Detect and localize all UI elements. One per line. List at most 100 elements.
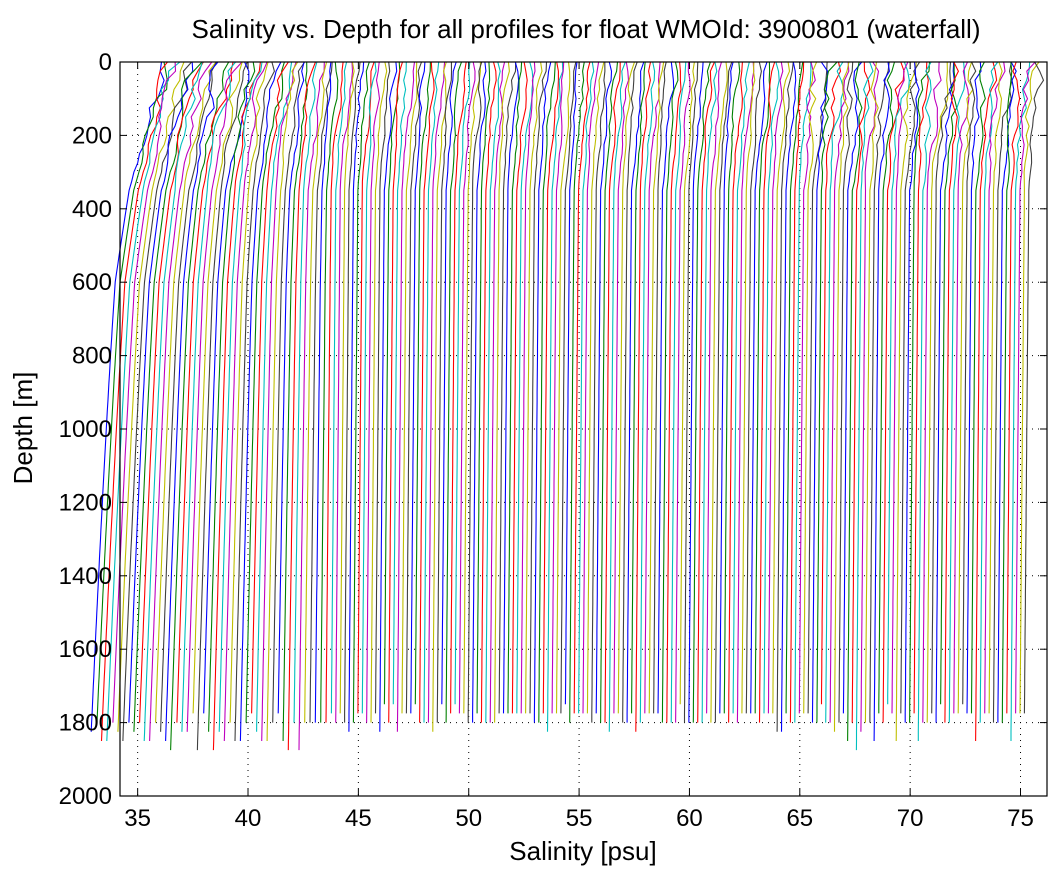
profile-line-76 (463, 62, 481, 714)
profile-line-74 (454, 61, 471, 705)
profile-line-138 (736, 61, 755, 723)
profile-line-174 (895, 61, 917, 742)
profile-line-126 (683, 61, 699, 723)
x-axis: 35 40 45 50 55 60 65 70 75 (124, 62, 1034, 832)
profile-line-171 (882, 61, 905, 723)
profile-line-168 (869, 61, 890, 723)
profile-line-136 (728, 61, 743, 723)
profile-line-16 (170, 61, 230, 751)
profile-line-106 (595, 61, 613, 714)
profile-line-163 (847, 61, 863, 742)
profile-line-90 (525, 61, 543, 714)
profile-line-103 (582, 61, 600, 714)
profile-line-124 (675, 61, 691, 723)
profile-line-114 (631, 61, 646, 714)
profile-line-33 (261, 61, 297, 742)
y-tick-label: 600 (72, 269, 112, 296)
profile-line-153 (803, 61, 818, 714)
profile-line-93 (538, 61, 556, 723)
profile-line-29 (239, 61, 282, 742)
profile-line-45 (325, 61, 344, 723)
profile-line-19 (186, 61, 243, 732)
profile-line-86 (507, 61, 523, 714)
profile-line-189 (962, 61, 977, 705)
y-tick-label: 200 (72, 122, 112, 149)
profile-line-162 (842, 61, 863, 714)
profile-line-5 (112, 61, 177, 723)
profile-line-79 (476, 61, 491, 714)
profile-line-141 (750, 61, 768, 714)
profile-lines (90, 61, 1045, 751)
profile-line-144 (763, 61, 780, 714)
profile-line-65 (414, 61, 431, 705)
profile-line-20 (192, 61, 243, 714)
profile-line-6 (117, 61, 185, 732)
profile-line-160 (833, 61, 850, 732)
profile-line-192 (975, 61, 998, 742)
profile-line-2 (96, 61, 168, 723)
profile-line-17 (176, 61, 234, 723)
y-tick-label: 400 (72, 196, 112, 223)
profile-line-52 (357, 61, 375, 714)
profile-line-150 (789, 61, 805, 723)
profile-line-24 (212, 61, 261, 751)
profile-line-63 (405, 61, 423, 714)
profile-line-60 (392, 61, 407, 705)
profile-line-115 (635, 61, 652, 732)
y-tick-label: 0 (99, 49, 112, 76)
profile-line-57 (379, 61, 398, 732)
profile-line-3 (100, 61, 168, 742)
y-tick-label: 1600 (59, 636, 112, 663)
profile-line-111 (617, 61, 636, 714)
profile-line-172 (887, 61, 910, 705)
profile-line-178 (913, 61, 929, 714)
profile-line-91 (529, 61, 548, 714)
x-tick-label: 35 (124, 805, 151, 832)
profile-line-28 (234, 61, 275, 742)
profile-line-62 (401, 61, 418, 714)
profile-line-107 (600, 61, 619, 723)
profile-line-131 (706, 61, 723, 714)
profile-line-67 (423, 61, 440, 723)
profile-line-181 (926, 61, 949, 723)
profile-line-66 (419, 61, 435, 723)
y-tick-label: 1800 (59, 710, 112, 737)
profile-line-25 (218, 61, 263, 732)
profile-line-120 (657, 61, 675, 714)
profile-line-157 (820, 61, 842, 705)
profile-line-202 (1019, 61, 1040, 714)
profile-line-156 (816, 61, 838, 723)
profile-line-55 (370, 61, 388, 723)
profile-line-199 (1006, 61, 1021, 714)
profile-line-201 (1015, 61, 1036, 714)
profile-line-71 (441, 61, 457, 705)
profile-line-31 (251, 61, 289, 714)
y-axis-label: Depth [m] (8, 372, 38, 485)
profile-line-98 (560, 61, 577, 714)
profile-line-100 (569, 61, 585, 723)
profile-line-182 (931, 61, 953, 714)
profile-line-198 (1001, 61, 1013, 723)
profile-line-148 (780, 61, 797, 732)
profile-line-12 (149, 61, 213, 742)
profile-line-8 (128, 61, 194, 723)
profile-line-75 (458, 61, 476, 714)
profile-line-108 (604, 61, 621, 723)
profile-line-132 (710, 61, 728, 723)
profile-line-84 (498, 61, 517, 714)
y-tick-label: 1400 (59, 563, 112, 590)
profile-line-96 (551, 61, 565, 714)
profile-line-196 (992, 61, 1013, 723)
profile-line-15 (165, 61, 219, 742)
profile-line-149 (785, 61, 804, 714)
profile-line-135 (723, 61, 741, 714)
profile-line-159 (829, 61, 850, 723)
profile-line-170 (878, 61, 896, 714)
profile-line-200 (1010, 61, 1031, 741)
profile-line-130 (701, 61, 718, 723)
profile-line-78 (472, 61, 487, 723)
profile-line-41 (304, 61, 328, 723)
profile-line-116 (639, 61, 656, 723)
profile-line-119 (653, 61, 667, 714)
profile-line-109 (608, 61, 626, 732)
